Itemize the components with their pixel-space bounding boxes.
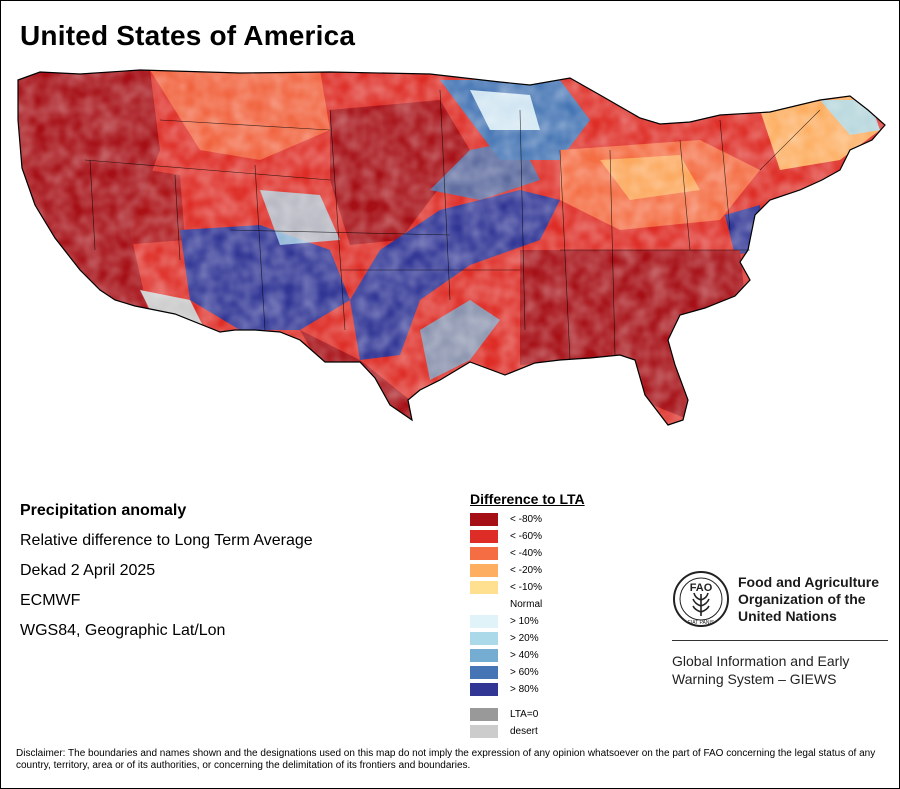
legend-dry-group: < -80% < -60% < -40% < -20% < -10%	[470, 511, 585, 596]
legend-label: < -60%	[510, 531, 542, 542]
legend-label: > 80%	[510, 684, 539, 695]
legend-swatch	[470, 683, 498, 696]
legend-row: > 60%	[470, 664, 585, 681]
legend-special-group: LTA=0 desert	[470, 706, 585, 740]
legend-swatch	[470, 547, 498, 560]
legend-label: > 10%	[510, 616, 539, 627]
legend-label: > 20%	[510, 633, 539, 644]
disclaimer: Disclaimer: The boundaries and names sho…	[16, 748, 876, 771]
legend-swatch	[470, 530, 498, 543]
legend-row: < -60%	[470, 528, 585, 545]
legend-label: < -10%	[510, 582, 542, 593]
legend-swatch	[470, 615, 498, 628]
legend-label: < -20%	[510, 565, 542, 576]
fao-divider	[672, 640, 888, 641]
map-period: Dekad 2 April 2025	[20, 562, 156, 579]
legend-row: > 40%	[470, 647, 585, 664]
precipitation-anomaly-map	[17, 69, 886, 426]
fao-emblem-letters: FAO	[690, 582, 713, 594]
legend-row: > 10%	[470, 613, 585, 630]
legend-row: > 20%	[470, 630, 585, 647]
legend-swatch	[470, 513, 498, 526]
legend-label: LTA=0	[510, 709, 539, 720]
legend-swatch	[470, 564, 498, 577]
legend-swatch	[470, 666, 498, 679]
legend-label: < -40%	[510, 548, 542, 559]
map-source: ECMWF	[20, 592, 81, 609]
legend-swatch	[470, 632, 498, 645]
fao-org-name: Food and Agriculture Organization of the…	[738, 574, 880, 624]
legend-label: > 60%	[510, 667, 539, 678]
legend-title: Difference to LTA	[470, 491, 585, 507]
map-title: United States of America	[20, 20, 356, 51]
legend-swatch	[470, 649, 498, 662]
map-description: Relative difference to Long Term Average	[20, 532, 313, 549]
state-boundaries	[84, 89, 821, 361]
legend-row: < -10%	[470, 579, 585, 596]
legend-label: < -80%	[510, 514, 542, 525]
legend-row: > 80%	[470, 681, 585, 698]
fao-emblem-icon: FAO FIAT PANIS	[673, 571, 729, 627]
legend: Difference to LTA < -80% < -60% < -40% < -2…	[470, 491, 585, 740]
map-projection: WGS84, Geographic Lat/Lon	[20, 622, 226, 639]
legend-row: desert	[470, 723, 585, 740]
legend-wet-group: > 10% > 20% > 40% > 60% > 80%	[470, 613, 585, 698]
legend-row: < -20%	[470, 562, 585, 579]
legend-row: < -80%	[470, 511, 585, 528]
map-variable: Precipitation anomaly	[20, 502, 187, 519]
fao-emblem-motto: FIAT PANIS	[688, 620, 715, 626]
legend-swatch	[470, 581, 498, 594]
legend-swatch	[470, 708, 498, 721]
giews-name: Global Information and Early Warning Sys…	[672, 653, 850, 687]
map-info: Precipitation anomaly Relative differenc…	[20, 496, 313, 646]
legend-row: < -40%	[470, 545, 585, 562]
legend-row: LTA=0	[470, 706, 585, 723]
anomaly-field	[18, 70, 885, 425]
legend-label: desert	[510, 726, 538, 737]
legend-swatch	[470, 725, 498, 738]
legend-normal-label: Normal	[510, 599, 543, 610]
legend-label: > 40%	[510, 650, 539, 661]
